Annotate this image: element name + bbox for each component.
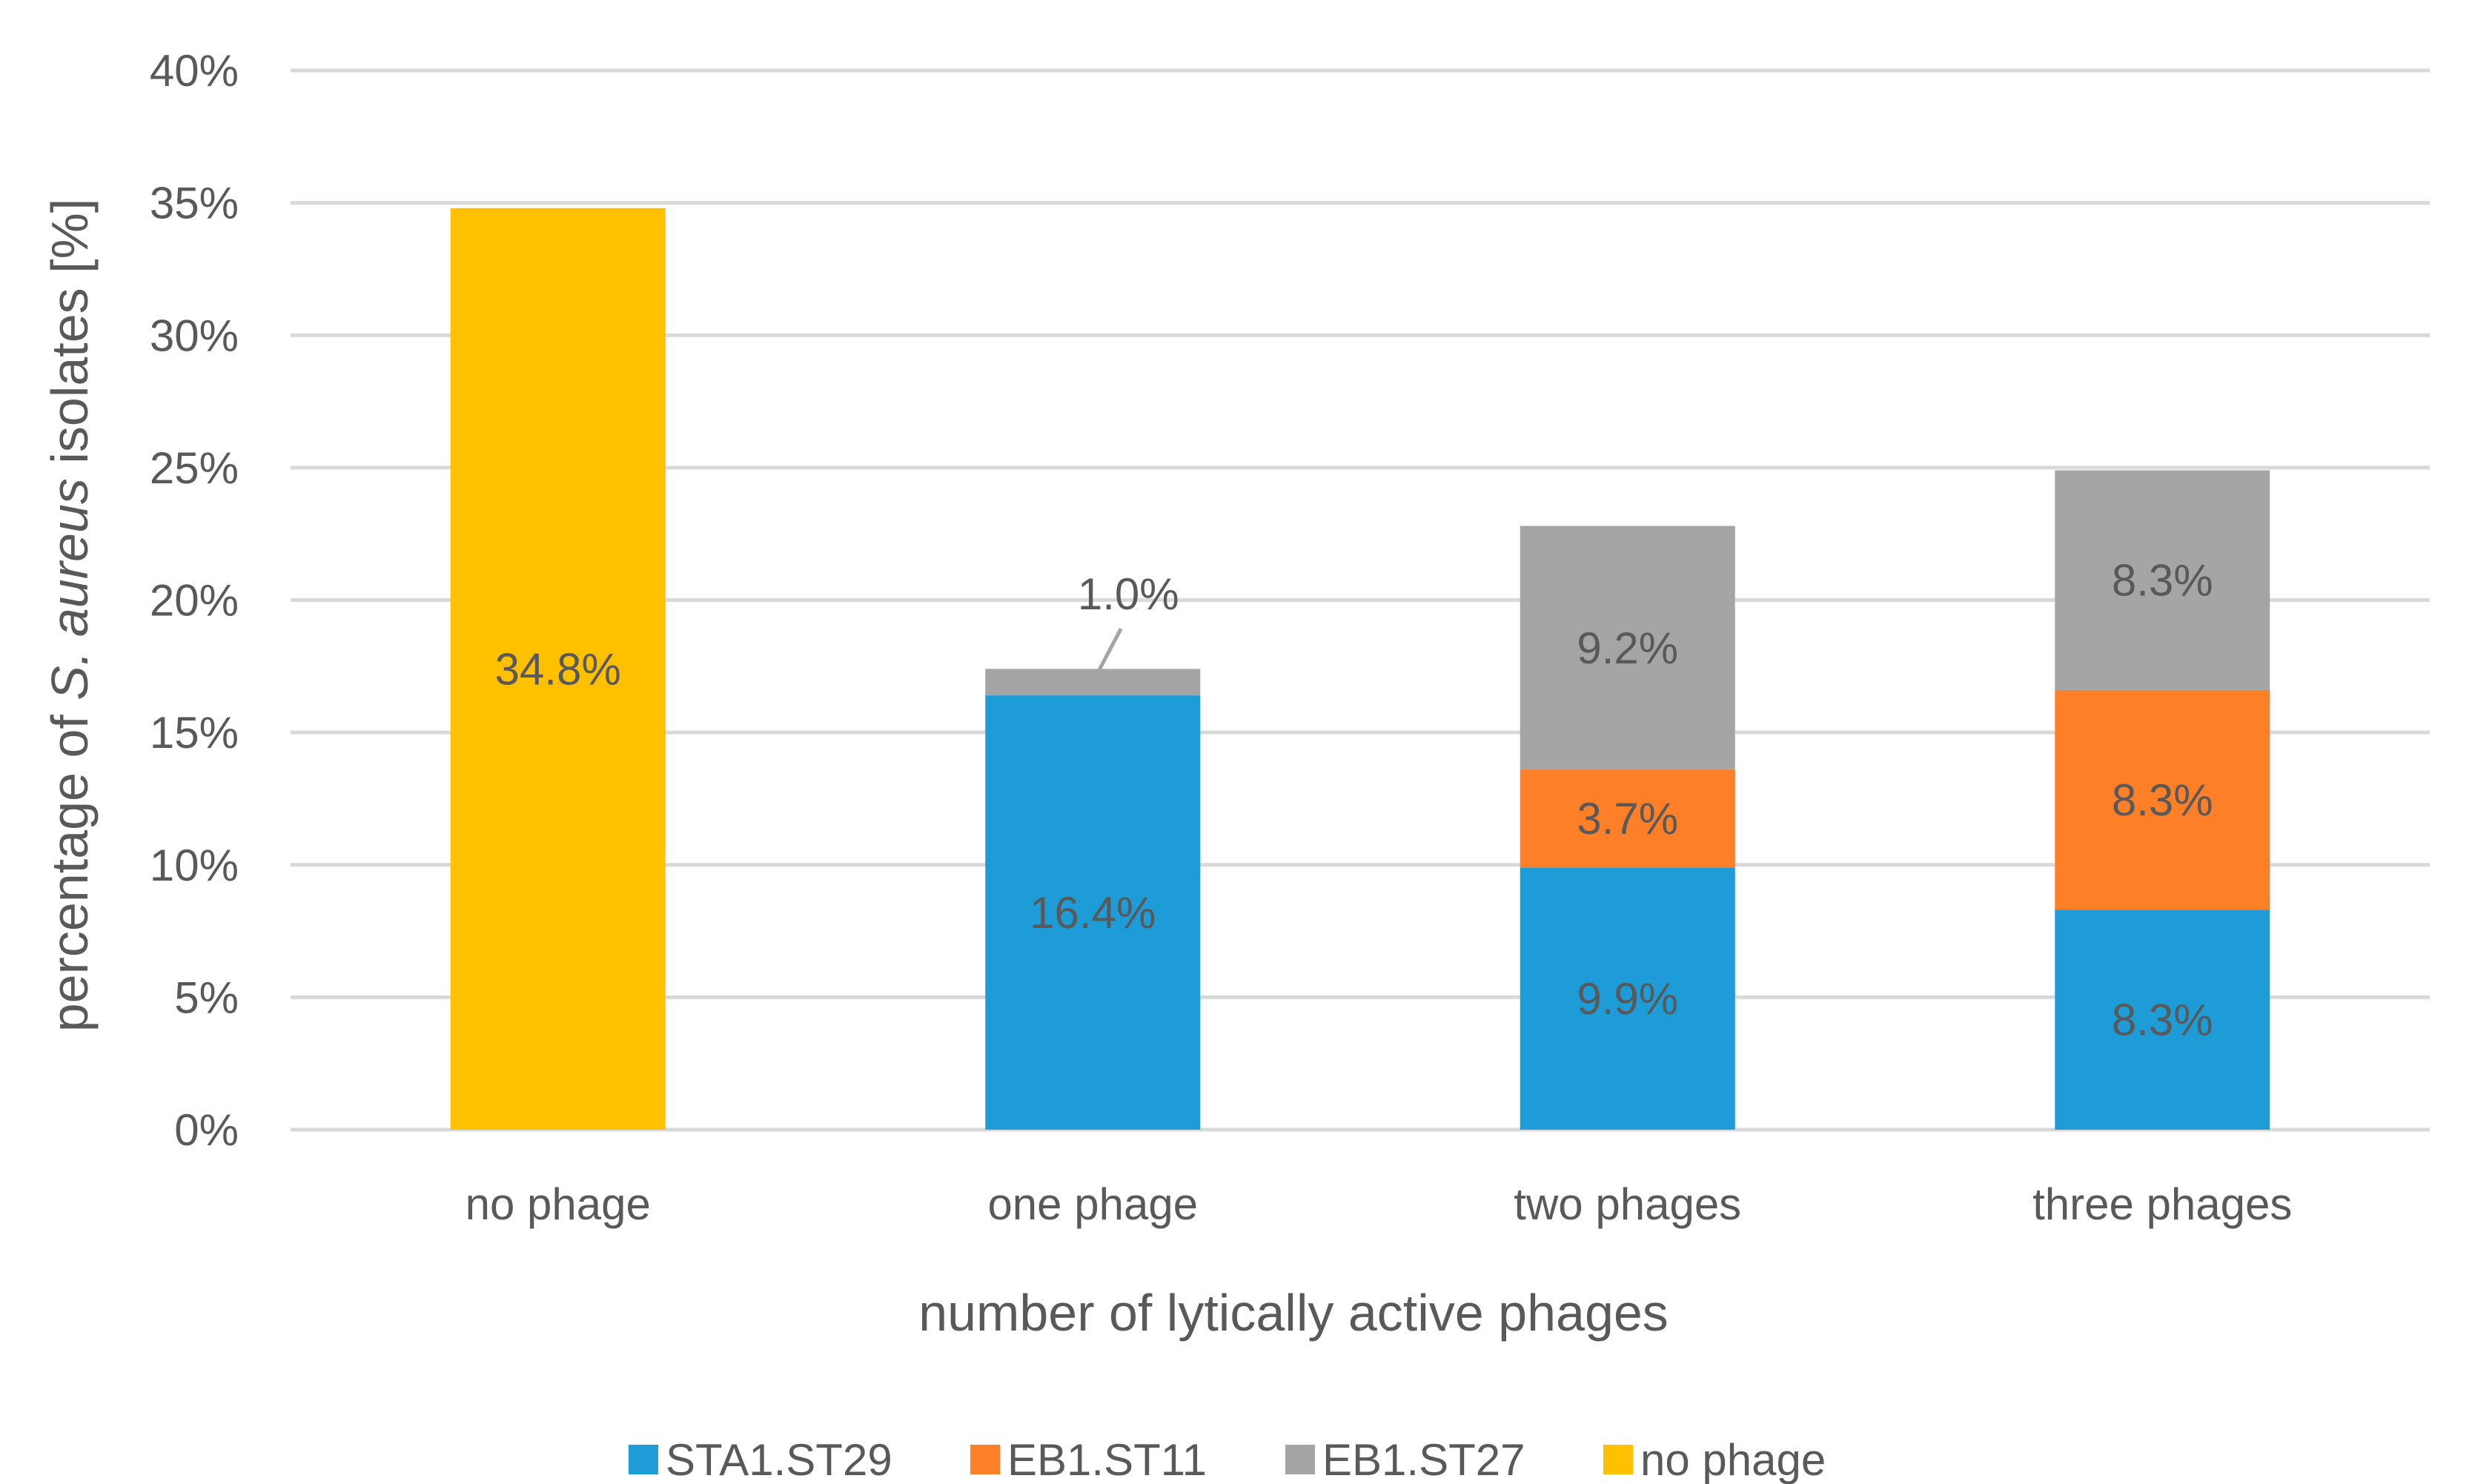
- data-labels: 34.8% 16.4% 1.0% 9.9% 3.7% 9.2% 8.3% 8.3% 8.3%: [495, 556, 2213, 1045]
- bar-segment: [2055, 470, 2270, 690]
- y-axis-title-part: isolates [%]: [41, 199, 99, 478]
- y-tick-label: 5%: [174, 973, 239, 1022]
- y-tick-label: 10%: [150, 841, 239, 890]
- bars: [450, 208, 2270, 1130]
- x-tick-label: two phages: [1514, 1179, 1741, 1229]
- legend-label: STA1.ST29: [666, 1435, 892, 1484]
- legend: STA1.ST29 EB1.ST11 EB1.ST27 no phage: [629, 1435, 1826, 1484]
- legend-label: no phage: [1640, 1435, 1826, 1484]
- data-label: 8.3%: [2112, 996, 2213, 1045]
- bar-segment: [2055, 910, 2270, 1130]
- y-axis-title-species: S. aureus: [41, 478, 99, 700]
- legend-swatch: [1603, 1445, 1633, 1474]
- data-label: 1.0%: [1078, 569, 1179, 619]
- legend-label: EB1.ST27: [1322, 1435, 1525, 1484]
- bar-segment: [1520, 526, 1735, 770]
- y-axis-title-part: percentage of: [41, 700, 99, 1033]
- data-label: 16.4%: [1030, 888, 1156, 938]
- legend-swatch: [629, 1445, 658, 1474]
- bar-segment: [2055, 689, 2270, 910]
- y-tick-label: 30%: [150, 311, 239, 360]
- bar-segment: [985, 695, 1201, 1130]
- x-tick-label: no phage: [465, 1179, 651, 1229]
- x-tick-label: three phages: [2032, 1179, 2292, 1229]
- data-label: 8.3%: [2112, 556, 2213, 606]
- legend-label: EB1.ST11: [1007, 1435, 1207, 1484]
- x-axis-ticks: no phage one phage two phages three phages: [465, 1179, 2293, 1229]
- data-label: 8.3%: [2112, 775, 2213, 825]
- y-axis-title: percentage of S. aureus isolates [%]: [41, 199, 99, 1033]
- legend-swatch: [970, 1445, 1000, 1474]
- y-tick-label: 20%: [150, 576, 239, 626]
- y-tick-label: 0%: [174, 1105, 239, 1155]
- y-tick-label: 25%: [150, 443, 239, 493]
- data-label-leader: [1091, 628, 1123, 683]
- bar-segment: [1520, 867, 1735, 1130]
- y-tick-label: 35%: [150, 179, 239, 228]
- data-label: 3.7%: [1577, 794, 1678, 844]
- data-label: 9.9%: [1577, 974, 1678, 1024]
- legend-swatch: [1285, 1445, 1315, 1474]
- bar-segment: [1520, 769, 1735, 868]
- data-label: 9.2%: [1577, 623, 1678, 673]
- y-tick-label: 15%: [150, 708, 239, 758]
- data-label: 34.8%: [495, 644, 621, 694]
- x-axis-title: number of lytically active phages: [918, 1284, 1669, 1342]
- bar-segment: [450, 208, 666, 1130]
- y-tick-label: 40%: [150, 46, 239, 96]
- x-tick-label: one phage: [987, 1179, 1198, 1229]
- y-axis-ticks: 0% 5% 10% 15% 20% 25% 30% 35% 40%: [150, 46, 239, 1155]
